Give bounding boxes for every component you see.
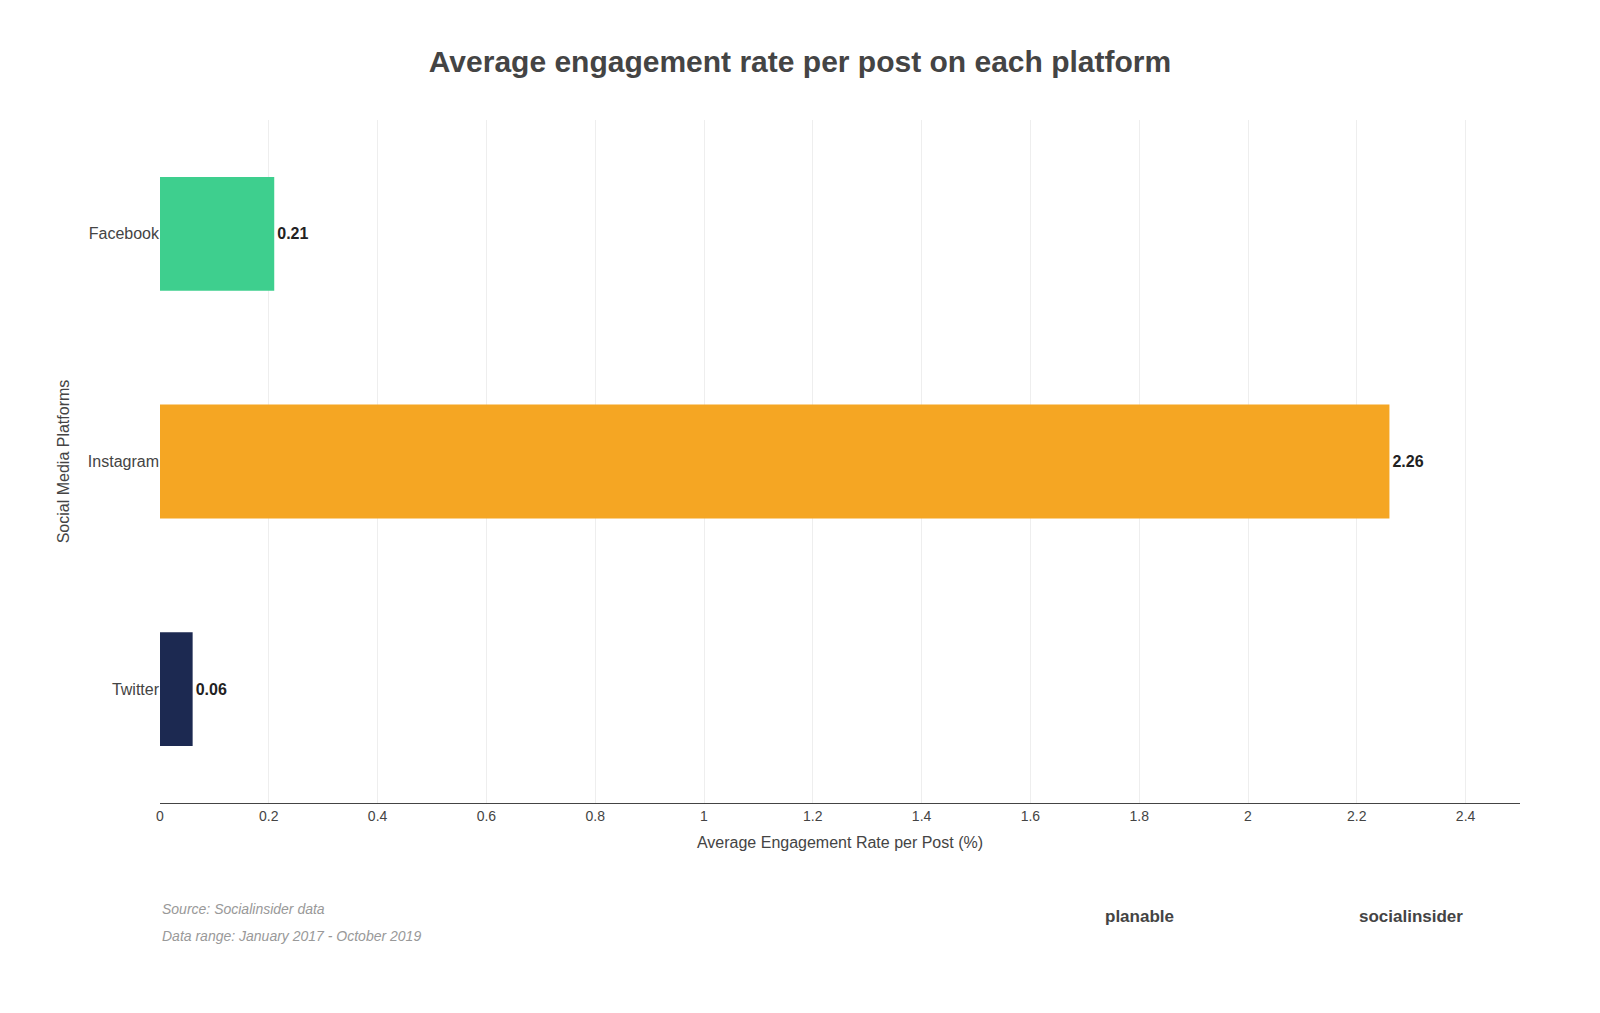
svg-text:1.4: 1.4 (912, 808, 932, 824)
svg-text:1: 1 (700, 808, 708, 824)
svg-text:2.2: 2.2 (1347, 808, 1367, 824)
svg-text:1.6: 1.6 (1021, 808, 1041, 824)
svg-text:planable: planable (1105, 907, 1174, 926)
svg-text:0.6: 0.6 (477, 808, 497, 824)
svg-text:0.21: 0.21 (277, 225, 308, 242)
svg-text:0.8: 0.8 (585, 808, 605, 824)
svg-text:1.8: 1.8 (1129, 808, 1149, 824)
svg-text:1.2: 1.2 (803, 808, 823, 824)
svg-text:0: 0 (156, 808, 164, 824)
svg-text:0.06: 0.06 (196, 681, 227, 698)
svg-text:2.4: 2.4 (1456, 808, 1476, 824)
svg-text:Data range: January 2017 - Oct: Data range: January 2017 - October 2019 (162, 928, 421, 944)
svg-text:Twitter: Twitter (112, 681, 160, 698)
svg-text:0.2: 0.2 (259, 808, 279, 824)
svg-text:Social Media Platforms: Social Media Platforms (55, 380, 72, 544)
svg-text:socialinsider: socialinsider (1359, 907, 1463, 926)
svg-text:Facebook: Facebook (89, 225, 160, 242)
svg-text:Average engagement rate per po: Average engagement rate per post on each… (429, 45, 1171, 78)
svg-text:Instagram: Instagram (88, 453, 159, 470)
svg-text:2.26: 2.26 (1392, 453, 1423, 470)
svg-text:2: 2 (1244, 808, 1252, 824)
svg-text:0.4: 0.4 (368, 808, 388, 824)
svg-text:Average Engagement Rate per Po: Average Engagement Rate per Post (%) (697, 834, 983, 851)
svg-text:Source: Socialinsider data: Source: Socialinsider data (162, 901, 325, 917)
